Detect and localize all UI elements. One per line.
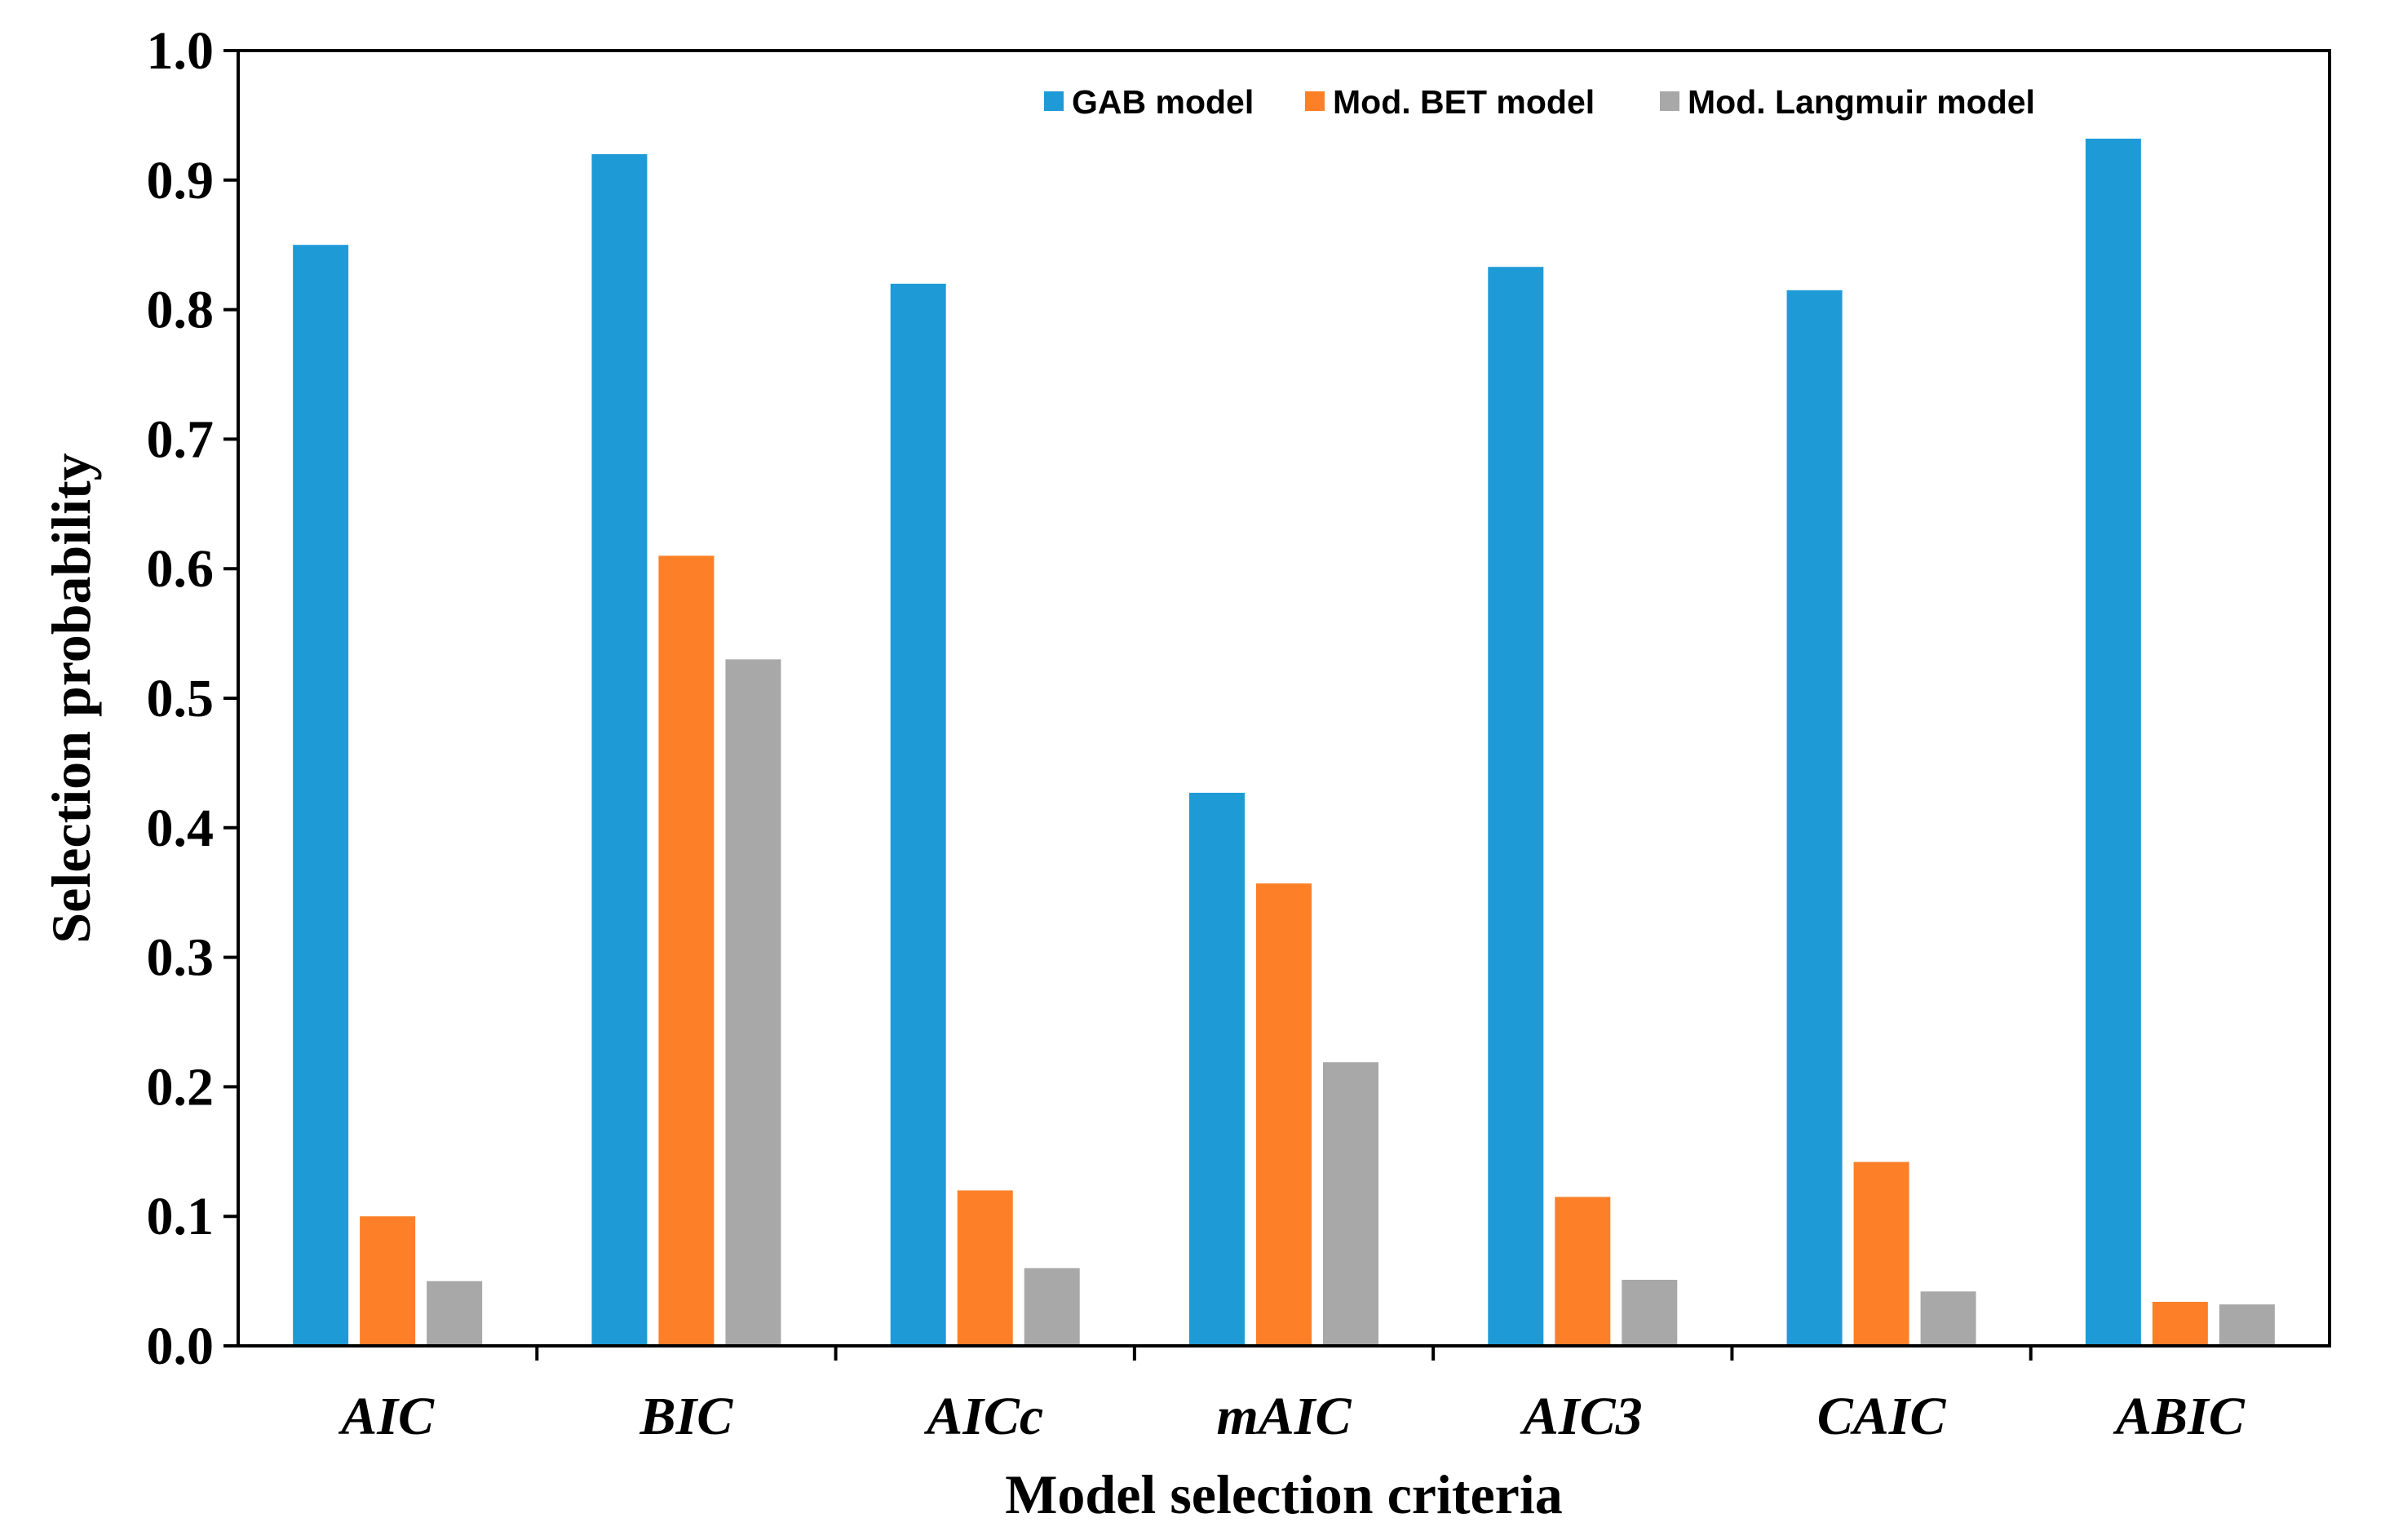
bar-gab-model-bic — [591, 154, 648, 1346]
y-tick-label: 0.1 — [147, 1187, 215, 1246]
plot-area-frame — [237, 49, 2331, 1348]
bar-gab-model-abic — [2085, 138, 2141, 1346]
bars-layer — [293, 138, 2275, 1347]
bar-mod-langmuir-model-aic — [427, 1281, 483, 1346]
bar-gab-model-aic3 — [1488, 267, 1544, 1346]
y-tick-label: 0.9 — [147, 151, 215, 210]
bar-mod-langmuir-model-caic — [1920, 1291, 1976, 1346]
x-category-label: ABIC — [2113, 1387, 2246, 1446]
y-tick-label: 0.7 — [147, 409, 215, 469]
y-tick-label: 0.3 — [147, 928, 215, 988]
x-axis-title: Model selection criteria — [1005, 1463, 1563, 1525]
legend-label: Mod. Langmuir model — [1688, 83, 2035, 121]
y-tick-label: 0.6 — [147, 539, 215, 599]
bar-mod-bet-model-bic — [658, 555, 715, 1346]
y-tick-label: 0.4 — [147, 799, 215, 858]
bar-gab-model-aicc — [890, 283, 946, 1347]
bar-mod-langmuir-model-aicc — [1024, 1268, 1080, 1346]
bar-gab-model-caic — [1786, 290, 1843, 1346]
y-tick-label: 1.0 — [147, 21, 215, 81]
x-category-label: AICc — [923, 1387, 1043, 1446]
legend-label: Mod. BET model — [1333, 83, 1595, 121]
legend: GAB model Mod. BET model Mod. Langmuir mod… — [1044, 83, 2035, 121]
bar-mod-langmuir-model-abic — [2219, 1304, 2275, 1346]
legend-label: GAB model — [1072, 83, 1254, 121]
y-axis-ticks: 0.0 0.1 0.2 0.3 0.4 0.5 0.6 0.7 0.8 0.9 1.0 — [147, 21, 238, 1376]
y-tick-label: 0.0 — [147, 1317, 215, 1376]
legend-swatch — [1305, 91, 1325, 111]
bar-mod-bet-model-caic — [1853, 1162, 1909, 1346]
bar-mod-langmuir-model-aic3 — [1622, 1280, 1678, 1346]
legend-swatch — [1044, 91, 1064, 111]
bar-gab-model-maic — [1189, 792, 1245, 1346]
x-category-label: AIC3 — [1520, 1387, 1643, 1446]
bar-gab-model-aic — [293, 245, 349, 1347]
bar-mod-langmuir-model-maic — [1323, 1062, 1378, 1346]
x-category-label: CAIC — [1817, 1387, 1947, 1446]
y-tick-label: 0.2 — [147, 1057, 215, 1117]
x-category-label: mAIC — [1216, 1387, 1352, 1446]
bar-mod-bet-model-aicc — [957, 1190, 1013, 1346]
bar-mod-bet-model-aic — [360, 1216, 416, 1346]
y-axis-title: Selection probability — [40, 453, 102, 943]
bar-mod-bet-model-aic3 — [1555, 1197, 1611, 1346]
legend-swatch — [1660, 91, 1679, 111]
bar-mod-bet-model-abic — [2152, 1302, 2208, 1346]
bar-mod-langmuir-model-bic — [725, 659, 781, 1346]
x-axis-ticks: AIC BIC AICc mAIC AIC3 CAIC ABIC — [338, 1346, 2246, 1446]
x-category-label: AIC — [338, 1387, 435, 1446]
bar-mod-bet-model-maic — [1256, 883, 1312, 1346]
y-tick-label: 0.8 — [147, 281, 215, 340]
y-tick-label: 0.5 — [147, 669, 215, 728]
x-category-label: BIC — [639, 1387, 734, 1446]
